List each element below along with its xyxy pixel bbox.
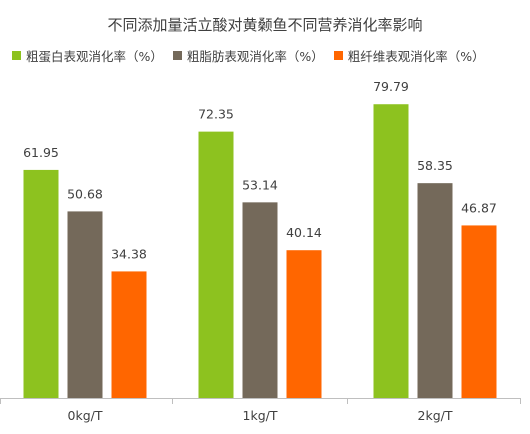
bar-2kg-T-series-2	[417, 183, 453, 398]
data-label-1kg-T-series-2: 53.14	[242, 177, 278, 192]
bar-1kg-T-series-1	[198, 131, 234, 398]
chart-legend: 粗蛋白表观消化率（%） 粗脂肪表观消化率（%） 粗纤维表观消化率（%）	[12, 46, 528, 65]
bar-0kg-T-series-3	[111, 271, 147, 398]
bar-0kg-T-series-2	[67, 211, 103, 398]
bar-2kg-T-series-3	[461, 225, 497, 398]
data-label-1kg-T-series-3: 40.14	[286, 225, 322, 240]
data-label-0kg-T-series-3: 34.38	[111, 246, 147, 261]
legend-item-crude-fat: 粗脂肪表观消化率（%）	[172, 46, 324, 65]
data-label-1kg-T-series-1: 72.35	[198, 107, 234, 122]
bar-1kg-T-series-3	[286, 250, 322, 398]
data-label-2kg-T-series-3: 46.87	[461, 200, 497, 215]
legend-swatch-crude-protein	[12, 51, 21, 60]
data-label-0kg-T-series-2: 50.68	[67, 186, 103, 201]
legend-swatch-crude-fat	[172, 51, 182, 60]
bar-0kg-T-series-1	[23, 169, 59, 398]
legend-label-crude-protein: 粗蛋白表观消化率（%）	[26, 49, 163, 64]
x-tick-label-0kg-T: 0kg/T	[68, 408, 103, 423]
bar-2kg-T-series-1	[373, 104, 409, 399]
data-label-2kg-T-series-1: 79.79	[373, 79, 409, 94]
legend-swatch-crude-fiber	[333, 51, 343, 60]
legend-label-crude-fiber: 粗纤维表观消化率（%）	[347, 49, 485, 64]
bar-1kg-T-series-2	[242, 202, 278, 398]
data-label-2kg-T-series-2: 58.35	[417, 158, 453, 173]
x-tick-label-2kg-T: 2kg/T	[418, 408, 453, 423]
chart-title: 不同添加量活立酸对黄颡鱼不同营养消化率影响	[107, 16, 423, 34]
x-tick-label-1kg-T: 1kg/T	[243, 408, 278, 423]
legend-item-crude-protein: 粗蛋白表观消化率（%）	[12, 46, 163, 65]
data-label-0kg-T-series-1: 61.95	[23, 145, 59, 160]
legend-label-crude-fat: 粗脂肪表观消化率（%）	[186, 49, 324, 64]
legend-item-crude-fiber: 粗纤维表观消化率（%）	[333, 46, 485, 65]
